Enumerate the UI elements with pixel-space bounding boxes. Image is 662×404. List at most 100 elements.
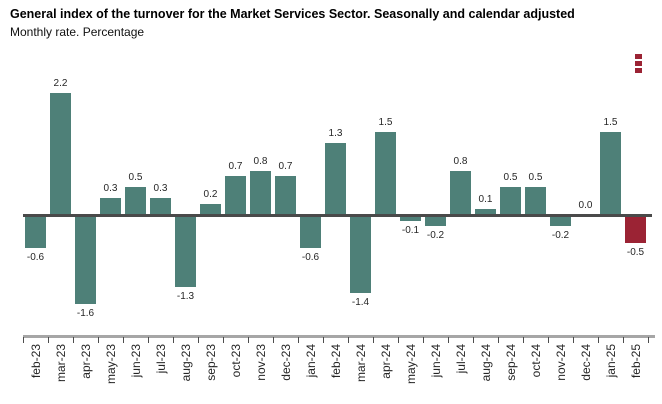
value-label-nov-23: 0.8 [253,155,268,167]
column-bar-jul-24[interactable] [450,170,471,215]
column-bar-mar-23[interactable] [50,93,71,215]
x-axis-tick [648,337,649,343]
x-axis-label-jun-24: jun-24 [428,344,443,378]
column-bar-sep-23[interactable] [200,203,221,215]
x-axis-label-nov-24: nov-24 [553,344,568,381]
column-bar-may-24[interactable] [400,215,421,221]
x-axis-tick [73,337,74,343]
x-axis-tick [523,337,524,343]
column-bar-jul-23[interactable] [150,198,171,215]
x-axis-tick [573,337,574,343]
column-bar-jun-24[interactable] [425,215,446,227]
value-label-apr-24: 1.5 [378,116,393,128]
x-axis-line [23,335,655,338]
value-label-sep-24: 0.5 [503,172,518,184]
value-label-apr-23: -1.6 [76,307,95,319]
column-bar-dec-23[interactable] [275,176,296,215]
x-axis-tick [423,337,424,343]
value-label-jun-23: 0.5 [128,172,143,184]
column-bar-apr-23[interactable] [75,215,96,304]
x-axis-tick [23,337,24,343]
x-axis-label-may-23: may-23 [103,344,118,385]
value-label-feb-24: 1.3 [328,127,343,139]
column-bar-aug-24[interactable] [475,209,496,215]
column-bar-jan-25[interactable] [600,131,621,215]
x-axis-tick [373,337,374,343]
x-axis-label-nov-23: nov-23 [253,344,268,381]
x-axis-tick [398,337,399,343]
column-bar-may-23[interactable] [100,198,121,215]
column-bar-jun-23[interactable] [125,187,146,215]
column-bar-feb-25[interactable] [625,215,646,243]
x-axis-label-jul-23: jul-23 [153,344,168,374]
x-axis-tick [148,337,149,343]
column-bar-apr-24[interactable] [375,131,396,215]
kebab-dot [635,61,642,66]
x-axis-tick [273,337,274,343]
kebab-dot [635,68,642,73]
x-axis-label-sep-23: sep-23 [203,344,218,381]
value-label-oct-24: 0.5 [528,172,543,184]
column-bar-oct-24[interactable] [525,187,546,215]
x-axis-label-dec-24: dec-24 [578,344,593,381]
value-label-aug-23: -1.3 [176,291,195,303]
column-bar-feb-23[interactable] [25,215,46,249]
column-bar-mar-24[interactable] [350,215,371,293]
column-bar-oct-23[interactable] [225,176,246,215]
value-label-mar-24: -1.4 [351,296,370,308]
x-axis-label-dec-23: dec-23 [278,344,293,381]
column-bar-feb-24[interactable] [325,142,346,215]
x-axis-tick [48,337,49,343]
x-axis-tick [348,337,349,343]
x-axis-label-jan-25: jan-25 [603,344,618,378]
value-label-jun-24: -0.2 [426,230,445,242]
value-label-dec-23: 0.7 [278,161,293,173]
x-axis-tick [98,337,99,343]
value-label-mar-23: 2.2 [53,78,68,90]
x-axis-label-feb-23: feb-23 [28,344,43,379]
value-label-aug-24: 0.1 [478,194,493,206]
x-axis-label-may-24: may-24 [403,344,418,385]
chart-subtitle: Monthly rate. Percentage [10,25,145,39]
x-axis-label-sep-24: sep-24 [503,344,518,381]
value-label-jul-23: 0.3 [153,183,168,195]
column-bar-jan-24[interactable] [300,215,321,249]
kebab-menu-icon[interactable] [635,54,643,74]
value-label-jan-24: -0.6 [301,252,320,264]
x-axis-label-feb-25: feb-25 [628,344,643,379]
value-label-sep-23: 0.2 [203,188,218,200]
x-axis-tick [198,337,199,343]
column-bar-nov-24[interactable] [550,215,571,227]
value-label-feb-23: -0.6 [26,252,45,264]
x-axis-label-aug-24: aug-24 [478,344,493,382]
x-axis-tick [498,337,499,343]
value-label-feb-25: -0.5 [626,246,645,258]
value-label-dec-24: 0.0 [578,200,593,211]
x-axis-tick [323,337,324,343]
column-bar-nov-23[interactable] [250,170,271,215]
value-label-nov-24: -0.2 [551,230,570,242]
x-axis-tick [223,337,224,343]
value-label-jul-24: 0.8 [453,155,468,167]
x-axis-label-jun-23: jun-23 [128,344,143,378]
x-axis-label-apr-23: apr-23 [78,344,93,379]
x-axis-tick [548,337,549,343]
x-axis-label-jan-24: jan-24 [303,344,318,378]
x-axis-label-apr-24: apr-24 [378,344,393,379]
value-label-may-23: 0.3 [103,183,118,195]
x-axis-label-feb-24: feb-24 [328,344,343,379]
x-axis-tick [123,337,124,343]
x-axis-label-mar-23: mar-23 [53,344,68,383]
x-axis-tick [473,337,474,343]
chart-title: General index of the turnover for the Ma… [10,7,575,21]
value-label-oct-23: 0.7 [228,161,243,173]
x-axis-tick [173,337,174,343]
column-bar-sep-24[interactable] [500,187,521,215]
kebab-dot [635,54,642,59]
x-axis-tick [248,337,249,343]
column-bar-aug-23[interactable] [175,215,196,288]
value-label-jan-25: 1.5 [603,116,618,128]
x-axis-label-jul-24: jul-24 [453,344,468,374]
value-label-may-24: -0.1 [401,224,420,236]
